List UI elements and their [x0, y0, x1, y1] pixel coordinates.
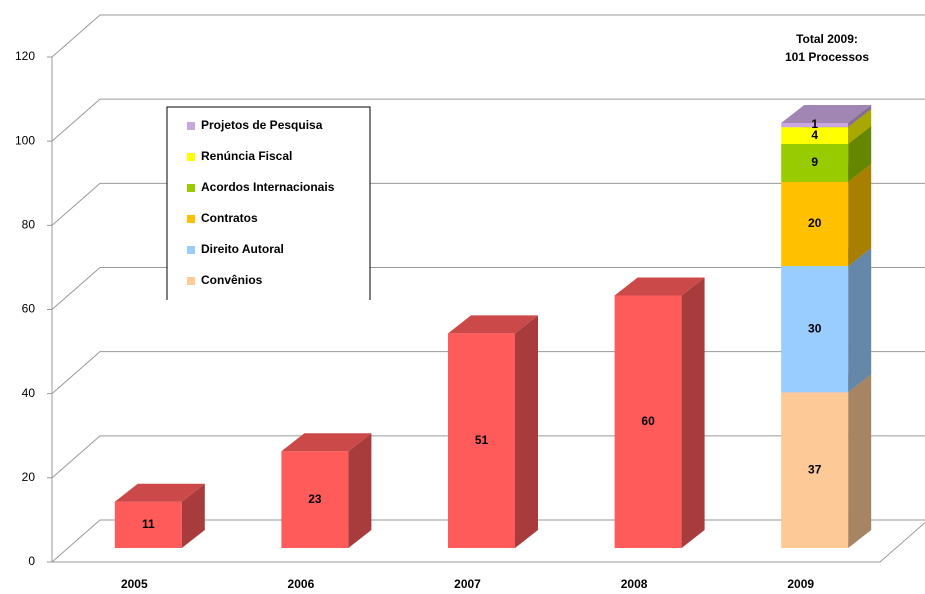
- data-label: 9: [811, 155, 818, 169]
- bar: [781, 144, 849, 182]
- bar-side: [848, 248, 872, 393]
- bar: [781, 392, 849, 548]
- legend-label: Projetos de Pesquisa: [201, 118, 323, 132]
- data-label: 1: [811, 117, 818, 131]
- annotation: Total 2009:: [796, 32, 858, 46]
- data-label: 4: [811, 128, 818, 142]
- grid-line: [51, 182, 925, 226]
- bar: [281, 451, 349, 548]
- floor: [52, 521, 925, 563]
- y-tick-label: 120: [15, 49, 35, 63]
- x-tick-label: 2007: [454, 577, 481, 591]
- grid-line: [51, 98, 925, 142]
- bar: [448, 333, 515, 548]
- y-tick-label: 80: [22, 218, 36, 232]
- data-label: 30: [808, 321, 822, 335]
- bar-top: [114, 483, 205, 502]
- legend-swatch: [187, 246, 195, 254]
- y-tick-label: 60: [22, 302, 36, 316]
- bar: [781, 181, 849, 267]
- data-label: 51: [475, 433, 489, 447]
- legend-swatch: [187, 153, 195, 161]
- legend-label: Convênios: [201, 273, 263, 287]
- legend-swatch: [187, 277, 195, 285]
- grid-line: [51, 267, 925, 310]
- legend-label: Acordos Internacionais: [201, 180, 335, 194]
- data-label: 20: [808, 216, 822, 230]
- bar-side: [348, 433, 372, 548]
- bar: [781, 127, 849, 144]
- bar-side: [848, 126, 872, 182]
- data-label: 11: [142, 517, 155, 531]
- bar: [781, 266, 849, 393]
- bar-side: [848, 374, 872, 548]
- bar: [614, 295, 682, 548]
- legend-label: Renúncia Fiscal: [201, 149, 292, 163]
- legend-swatch: [187, 184, 195, 192]
- bar-side: [848, 163, 872, 267]
- legend-label: Contratos: [201, 211, 258, 225]
- y-tick-label: 20: [22, 470, 36, 484]
- bar-side: [181, 483, 205, 548]
- y-tick-label: 100: [15, 133, 35, 147]
- x-tick-label: 2005: [121, 577, 148, 591]
- legend-swatch: [187, 215, 195, 223]
- data-label: 60: [641, 414, 655, 428]
- grid-line: [51, 14, 925, 58]
- legend-box: [166, 106, 371, 300]
- x-tick-label: 2006: [288, 577, 315, 591]
- bar-top: [781, 104, 872, 123]
- bar-top: [281, 433, 372, 452]
- annotation: 101 Processos: [785, 50, 869, 64]
- y-tick-label: 40: [22, 386, 36, 400]
- bar: [114, 501, 182, 548]
- data-label: 23: [308, 492, 322, 506]
- legend-label: Direito Autoral: [201, 242, 284, 256]
- y-tick-label: 0: [28, 554, 35, 568]
- bar-top: [614, 277, 705, 296]
- bar-top: [448, 315, 538, 334]
- bar-side: [515, 315, 538, 548]
- legend-swatch: [187, 122, 195, 130]
- bar-side: [848, 104, 872, 128]
- bar-side: [848, 109, 872, 144]
- x-tick-label: 2008: [621, 577, 648, 591]
- data-label: 37: [808, 462, 822, 476]
- bar-side: [681, 277, 705, 548]
- x-tick-label: 2009: [787, 577, 814, 591]
- bar: [781, 122, 849, 128]
